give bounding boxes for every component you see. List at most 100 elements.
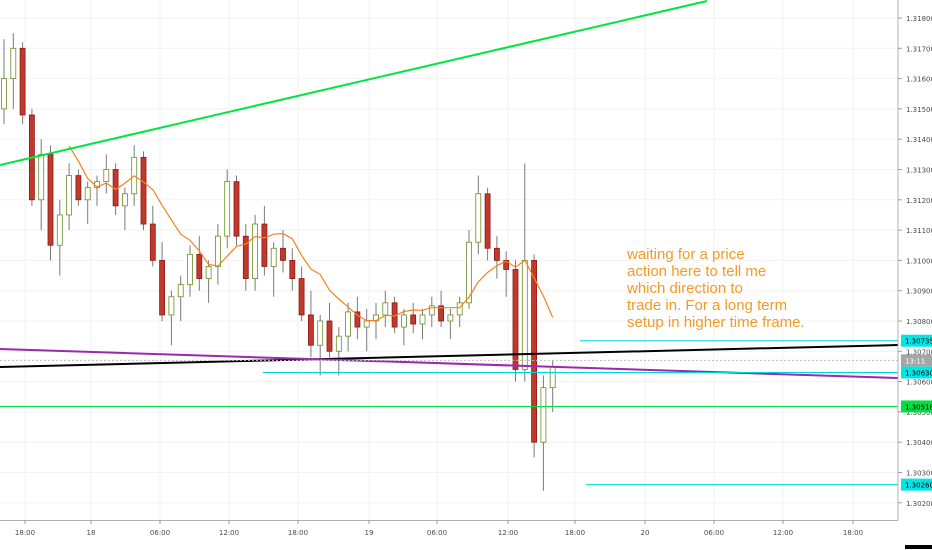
bearish-candle: [75, 175, 82, 201]
bearish-candle: [140, 156, 147, 225]
bullish-candle: [549, 366, 556, 389]
bullish-candle: [447, 314, 454, 322]
bullish-candle: [400, 314, 407, 328]
price-tag-box: [901, 354, 932, 367]
candles: [1, 33, 556, 491]
bearish-candle: [233, 181, 240, 237]
bullish-candle: [103, 169, 110, 183]
bullish-candle: [419, 314, 426, 325]
price-tick-label: 1.31200: [906, 197, 932, 205]
annotation-note[interactable]: waiting for a price action here to tell …: [627, 246, 827, 331]
bearish-candle: [289, 259, 296, 279]
price-tag-label: 1.30630: [905, 370, 932, 378]
price-tag-box: [901, 366, 932, 379]
annotation-line: trade in. For a long term: [627, 297, 788, 314]
bullish-candle: [466, 241, 472, 304]
price-tick-label: 1.30700: [906, 348, 932, 356]
time-tick-label: 18:00: [843, 529, 863, 537]
price-axis-background: [898, 0, 932, 520]
bullish-candle: [540, 387, 547, 443]
bullish-candle: [66, 175, 72, 216]
bullish-candle: [363, 320, 370, 328]
bearish-candle: [159, 259, 166, 316]
bearish-candle: [484, 193, 491, 249]
price-tag-label: 1.30518: [905, 403, 932, 411]
price-tick-label: 1.31300: [906, 167, 932, 175]
price-tick-label: 1.30600: [906, 379, 932, 387]
time-tick-label: 12:00: [498, 529, 518, 537]
price-tick-label: 1.31700: [906, 45, 932, 53]
bullish-candle: [456, 302, 463, 316]
price-tick-label: 1.30900: [906, 288, 932, 296]
black-trendline[interactable]: [0, 344, 899, 368]
bullish-candle: [428, 305, 435, 316]
bearish-candle: [438, 305, 445, 322]
bearish-candle: [354, 311, 361, 328]
time-tick-label: 19: [365, 529, 374, 537]
bullish-candle: [270, 247, 277, 267]
price-tick-label: 1.30800: [906, 318, 932, 326]
bearish-candle: [531, 259, 537, 443]
time-tick-label: 06:00: [150, 529, 170, 537]
horizontal-levels: [0, 340, 898, 486]
annotation-line: which direction to: [627, 280, 743, 297]
bearish-candle: [512, 269, 519, 370]
bearish-candle: [298, 278, 305, 316]
bullish-candle: [224, 181, 231, 237]
bearish-candle: [326, 320, 333, 352]
bullish-candle: [345, 311, 352, 337]
bullish-candle: [187, 253, 193, 286]
bearish-candle: [242, 235, 249, 279]
annotation-line: setup in higher time frame.: [627, 314, 805, 331]
bearish-candle: [47, 153, 54, 246]
price-tag-label: 13:11: [905, 357, 925, 365]
price-tick-label: 1.31800: [906, 15, 932, 23]
bearish-candle: [149, 223, 156, 261]
moving-average-line: [68, 145, 554, 322]
purple-trendline[interactable]: [0, 348, 899, 379]
price-tag-box: [901, 334, 932, 347]
bullish-candle: [335, 335, 342, 352]
price-tick-label: 1.30500: [906, 409, 932, 417]
bearish-candle: [410, 314, 417, 325]
price-tag-box: [901, 478, 932, 491]
bullish-candle: [475, 193, 482, 243]
bullish-candle: [177, 284, 184, 298]
bearish-candle: [19, 47, 26, 116]
bullish-candle: [317, 320, 324, 346]
bullish-candle: [1, 78, 7, 110]
price-tick-label: 1.31100: [906, 227, 932, 235]
price-tick-label: 1.30400: [906, 439, 932, 447]
bullish-candle: [168, 296, 175, 316]
bullish-candle: [122, 193, 128, 207]
bearish-candle: [503, 259, 510, 270]
bearish-candle: [307, 314, 314, 346]
bullish-candle: [252, 223, 259, 279]
price-tick-label: 1.30200: [906, 500, 932, 508]
price-tag-label: 1.30735: [905, 338, 932, 346]
price-tags: 1.30735 13:11 1.30630 1.30518 1.30260: [901, 334, 932, 491]
bullish-candle: [38, 153, 45, 201]
time-tick-label: 18:00: [288, 529, 308, 537]
time-tick-label: 06:00: [427, 529, 447, 537]
price-tick-label: 1.31000: [906, 257, 932, 265]
time-tick-label: 18: [87, 529, 96, 537]
bearish-candle: [196, 253, 203, 279]
time-tick-label: 18:00: [565, 529, 585, 537]
annotation-line: action here to tell me: [627, 263, 767, 280]
time-tick-label: 06:00: [704, 529, 724, 537]
bullish-candle: [10, 47, 17, 79]
bullish-candle: [214, 235, 221, 267]
annotation-line: waiting for a price: [627, 246, 745, 263]
time-tick-label: 20: [641, 529, 650, 537]
price-tick-label: 1.31400: [906, 136, 932, 144]
green-trendline[interactable]: [0, 0, 708, 166]
bearish-candle: [280, 247, 286, 261]
bullish-candle: [84, 187, 91, 201]
time-tick-label: 12:00: [773, 529, 793, 537]
time-tick-label: 18:00: [15, 529, 35, 537]
price-axis[interactable]: 1.31800 1.31700 1.31600 1.31500 1.31400 1.313…: [898, 15, 932, 508]
bearish-candle: [493, 247, 500, 261]
time-axis[interactable]: 18:00 18 06:00 12:00 18:00 19 06:00 12:00 18:00 2…: [15, 520, 863, 537]
